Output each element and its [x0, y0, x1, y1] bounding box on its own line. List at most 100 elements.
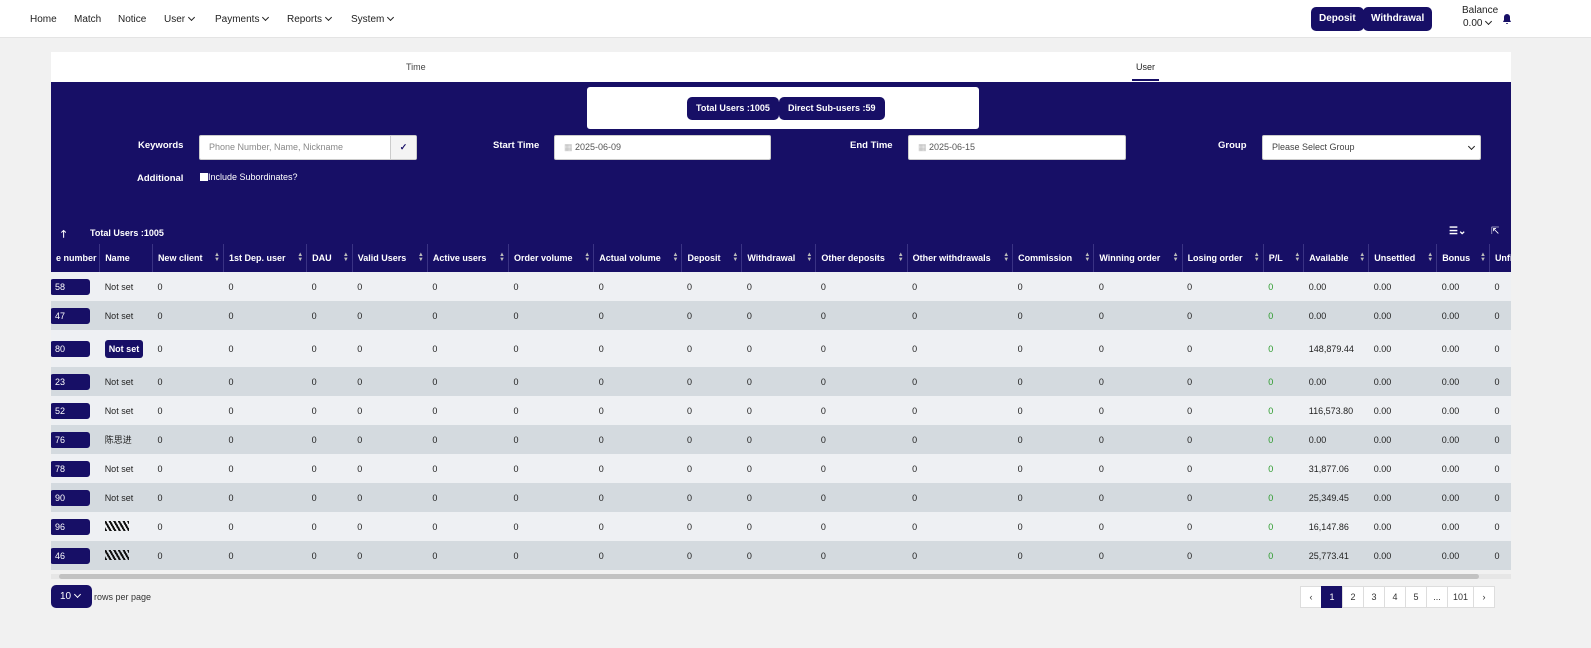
column-header[interactable]: Unfinish▲▼ [1489, 244, 1511, 272]
table-cell: 0 [352, 541, 428, 570]
nav-menu[interactable]: Payments [215, 13, 270, 25]
page-button[interactable]: 3 [1363, 586, 1385, 608]
sort-icon[interactable]: ▲ ▼ [672, 252, 679, 263]
sort-icon[interactable]: ▲ ▼ [1084, 252, 1091, 263]
nav-menu[interactable]: System [351, 13, 395, 25]
sort-icon[interactable]: ▲ ▼ [732, 252, 739, 263]
column-header[interactable]: Order volume ▲ ▼ [508, 244, 595, 272]
column-header[interactable]: Actual volume ▲ ▼ [593, 244, 683, 272]
cell-text: 0 [157, 463, 163, 474]
page-button[interactable]: ‹ [1300, 586, 1322, 608]
sort-icon[interactable]: ▲ ▼ [214, 252, 220, 263]
column-title: 1st Dep. user [228, 253, 286, 263]
column-header[interactable]: 1st Dep. user ▲ ▼ [223, 244, 308, 272]
column-header[interactable]: P/L ▲ ▼ [1263, 244, 1305, 272]
table-cell: 0 [1263, 396, 1304, 425]
column-menu[interactable]: ☰⌄ [1449, 226, 1467, 237]
bell-icon[interactable] [1502, 13, 1512, 24]
start-input[interactable]: ▦ 2025-06-09 [554, 135, 771, 160]
sort-icon[interactable]: ▲ ▼ [297, 252, 304, 263]
table-cell: 0 [1182, 454, 1264, 483]
nav-label: Payments [215, 14, 260, 25]
tab[interactable]: Time [406, 62, 426, 72]
column-header[interactable]: Losing order ▲ ▼ [1182, 244, 1264, 272]
page-button[interactable]: › [1473, 586, 1496, 608]
column-header[interactable]: Other withdrawals ▲ ▼ [907, 244, 1014, 272]
table-cell: 0 [352, 330, 428, 367]
column-header[interactable]: Commission ▲ ▼ [1012, 244, 1095, 272]
keywords-input[interactable]: Phone Number, Name, Nickname ✓ [199, 135, 417, 160]
page-button[interactable]: 2 [1342, 586, 1364, 608]
nav-link[interactable]: Notice [118, 14, 147, 25]
sort-icon[interactable]: ▲ ▼ [1427, 252, 1434, 263]
column-title: P/L [1268, 253, 1283, 263]
table-cell: 0 [1489, 454, 1511, 483]
column-header[interactable]: Unsettled ▲ ▼ [1368, 244, 1438, 272]
column-header[interactable]: DAU ▲ ▼ [306, 244, 353, 272]
nav-link[interactable]: Match [74, 14, 102, 25]
sort-icon[interactable]: ▲ ▼ [417, 252, 424, 263]
sort-icon[interactable]: ▲ ▼ [499, 252, 505, 263]
column-header[interactable]: New client ▲ ▼ [152, 244, 224, 272]
checkbox[interactable]: Include Subordinates? [200, 172, 298, 182]
withdrawal-button[interactable]: Withdrawal [1363, 7, 1433, 31]
group-select[interactable]: Please Select Group [1262, 135, 1481, 160]
sort-icon[interactable]: ▲ ▼ [584, 252, 591, 263]
balance-menu[interactable]: 0.00 [1463, 17, 1493, 29]
nav-link[interactable]: Home [30, 14, 57, 25]
page-button[interactable]: 5 [1405, 586, 1427, 608]
column-header[interactable]: Available ▲ ▼ [1303, 244, 1370, 272]
column-header[interactable]: Withdrawal ▲ ▼ [741, 244, 817, 272]
nav-menu[interactable]: Reports [287, 13, 333, 25]
end-input[interactable]: ▦ 2025-06-15 [908, 135, 1126, 160]
table-cell: 0.00 [1436, 367, 1490, 396]
page-button[interactable]: 101 [1447, 586, 1475, 608]
placeholder: Please Select Group [1272, 142, 1355, 152]
column-header[interactable]: Valid Users ▲ ▼ [352, 244, 428, 272]
sort-icon[interactable]: ▲ ▼ [1003, 252, 1010, 263]
page-button[interactable]: 1 [1321, 586, 1343, 608]
sort-icon[interactable]: ▲ ▼ [806, 252, 813, 263]
nav-menu[interactable]: User [164, 13, 196, 25]
sort-up-icon[interactable]: 🡑 [61, 229, 67, 240]
cell-text: 0 [357, 405, 363, 416]
cell-text: 0 [598, 343, 604, 354]
column-header[interactable]: Name [99, 244, 153, 272]
table-cell: 0 [1263, 272, 1304, 301]
table-cell: 0 [508, 512, 594, 541]
name-badge[interactable]: Not set [104, 339, 144, 358]
cell-text: 0 [157, 492, 163, 503]
cell-text: 0.00 [1441, 376, 1460, 387]
sort-icon[interactable]: ▲ ▼ [1359, 252, 1366, 263]
table-cell: 25,349.45 [1303, 483, 1369, 512]
column-header[interactable]: Winning order ▲ ▼ [1093, 244, 1183, 272]
page-button[interactable]: 4 [1384, 586, 1406, 608]
sort-icon[interactable]: ▲ ▼ [897, 252, 904, 263]
table-cell: 0 [306, 512, 353, 541]
sort-icon[interactable]: ▲ ▼ [342, 252, 349, 263]
table-row: 76 陈思进 0 0 0 0 0 0 0 0 0 0 0 0 0 0 0 0.00 0.00 0.00 0 [51, 425, 1511, 454]
sort-icon[interactable]: ▲ ▼ [1172, 252, 1179, 263]
column-header[interactable]: Deposit ▲ ▼ [681, 244, 743, 272]
table-cell: 0 [508, 367, 594, 396]
cell-text: 0 [311, 550, 317, 561]
deposit-button[interactable]: Deposit [1311, 7, 1364, 31]
table-cell: 0 [352, 272, 428, 301]
search-button[interactable]: ✓ [390, 136, 416, 159]
scrollbar[interactable] [51, 574, 1511, 579]
column-header[interactable]: e number [51, 244, 101, 272]
sort-icon[interactable]: ▲ ▼ [1479, 252, 1486, 263]
page-size-select[interactable]: 10 [51, 585, 92, 608]
table-cell: 0 [1489, 483, 1511, 512]
pl-value: 0 [1268, 343, 1274, 354]
table-cell: 0 [223, 301, 307, 330]
column-header[interactable]: Bonus ▲ ▼ [1436, 244, 1490, 272]
sort-icon[interactable]: ▲ ▼ [1294, 252, 1301, 263]
column-header[interactable]: Active users ▲ ▼ [427, 244, 510, 272]
column-header[interactable]: Other deposits ▲ ▼ [815, 244, 908, 272]
export-icon[interactable]: ⇱ [1491, 226, 1500, 237]
sort-icon[interactable]: ▲ ▼ [1253, 252, 1260, 263]
table-row: 46 0 0 0 0 0 0 0 0 0 0 0 0 0 0 0 25,773.41 0.00 0.00 0 [51, 541, 1511, 570]
page-button[interactable]: ... [1426, 586, 1448, 608]
tab-active[interactable]: User [1136, 62, 1156, 72]
